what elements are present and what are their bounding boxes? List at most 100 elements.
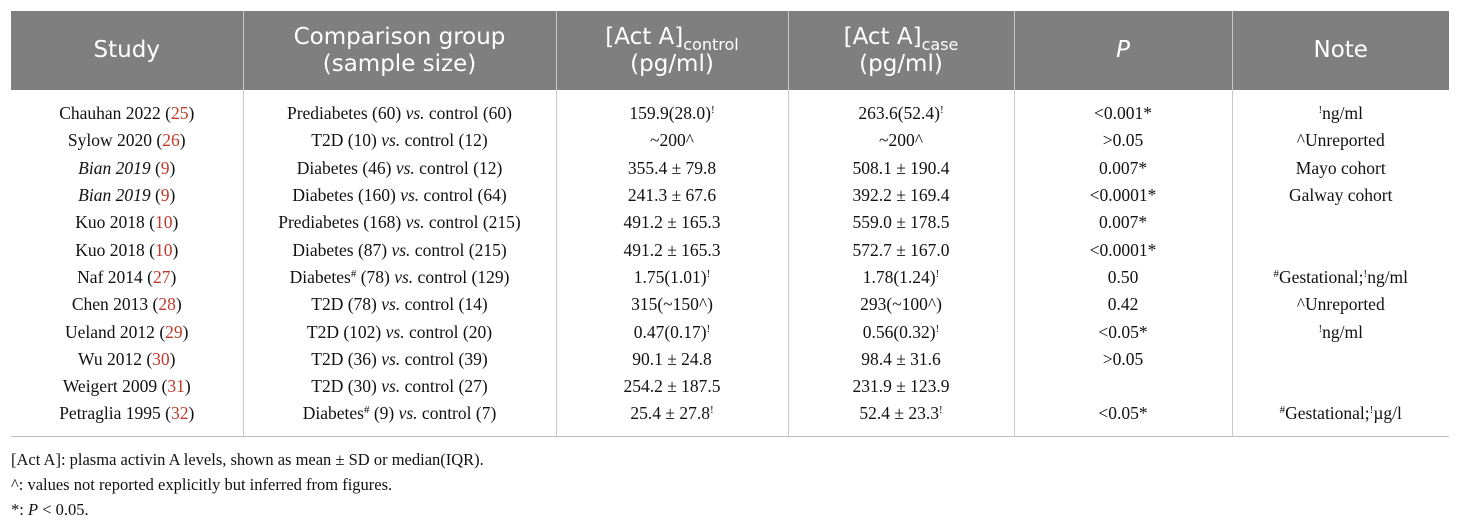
note-mark: #	[1273, 267, 1279, 280]
p-value: 0.42	[1107, 294, 1139, 315]
activin-table: Study Comparison group (sample size) [Ac…	[11, 11, 1449, 437]
cell-p: 0.007*	[1013, 154, 1232, 182]
cell-study: Wu 2012 (30)	[78, 348, 176, 369]
cell-comparison: T2D (10) vs. control (12)	[242, 127, 556, 155]
table-row: Kuo 2018 (10) Prediabetes (168) vs. contr…	[11, 209, 1449, 237]
case-n: (60)	[372, 103, 402, 124]
case-value: 293(~100^)	[860, 294, 942, 315]
p-value: <0.0001*	[1089, 185, 1157, 206]
cell-study: Sylow 2020 (26)	[67, 130, 186, 151]
case-value: 0.56(0.32)	[862, 321, 936, 342]
cell-case: 293(~100^)	[787, 291, 1014, 319]
p-value: >0.05	[1102, 348, 1144, 369]
cell-comparison: Diabetes# (9) vs. control (7)	[242, 400, 556, 437]
cell-note: Mayo cohort	[1231, 154, 1449, 182]
table-row: Bian 2019 (9) Diabetes (46) vs. control (…	[11, 154, 1449, 182]
cell-control: 25.4 ± 27.8!	[555, 400, 788, 437]
footnote-caret: ^: values not reported explicitly but in…	[11, 475, 393, 494]
control-group: control (215)	[428, 212, 521, 233]
control-group: control (215)	[414, 239, 507, 260]
control-value: 241.3 ± 67.6	[627, 185, 717, 206]
reference-link: 31	[167, 376, 185, 397]
cell-p: <0.0001*	[1013, 236, 1232, 264]
cell-study: Weigert 2009 (31)	[62, 376, 191, 397]
cell-note: #Gestational;!µg/l	[1231, 400, 1449, 437]
header-study: Study	[11, 11, 243, 90]
cell-p: <0.05*	[1013, 318, 1232, 346]
note-mark: #	[1279, 404, 1286, 417]
cell-control: 315(~150^)	[555, 291, 788, 319]
cell-control: 355.4 ± 79.8	[555, 154, 788, 182]
study-name: Chauhan 2022	[59, 103, 161, 124]
footnotes: [Act A]: plasma activin A levels, shown …	[11, 447, 1449, 522]
cell-comparison: T2D (30) vs. control (27)	[242, 372, 556, 401]
case-value: 1.78(1.24)	[862, 266, 936, 287]
data-table: Study Comparison group (sample size) [Ac…	[11, 11, 1449, 437]
vs-label: vs.	[405, 103, 425, 124]
cell-case: 392.2 ± 169.4	[787, 181, 1014, 210]
case-n: (78)	[360, 266, 390, 287]
case-value: 98.4 ± 31.6	[861, 348, 941, 369]
cell-study: Bian 2019 (9)	[78, 185, 176, 206]
cell-control: ~200^	[555, 127, 788, 155]
reference-link: 10	[154, 212, 173, 233]
table-body: Chauhan 2022 (25) Prediabetes (60) vs. co…	[11, 90, 1449, 437]
unit-mark: !	[706, 322, 711, 335]
cell-p	[1013, 372, 1232, 401]
control-group: control (39)	[404, 348, 488, 369]
cell-control: 0.47(0.17)!	[555, 318, 788, 346]
vs-label: vs.	[400, 185, 420, 206]
cell-note	[1231, 236, 1449, 264]
note-text: ng/ml	[1367, 266, 1409, 287]
table-row: Bian 2019 (9) Diabetes (160) vs. control …	[11, 181, 1449, 210]
control-value: 1.75(1.01)	[633, 266, 707, 287]
study-name: Ueland 2012	[65, 321, 155, 342]
cell-comparison: T2D (102) vs. control (20)	[242, 318, 556, 346]
control-group: control (14)	[404, 294, 488, 315]
case-value: ~200^	[879, 130, 923, 151]
study-name: Kuo 2018	[75, 212, 145, 233]
case-n: (168)	[363, 212, 402, 233]
cell-p: 0.42	[1013, 291, 1232, 319]
control-value: 25.4 ± 27.8	[630, 403, 710, 424]
case-value: 508.1 ± 190.4	[852, 157, 950, 178]
cell-study: Chen 2013 (28)	[71, 294, 182, 315]
cell-case: 0.56(0.32)!	[787, 318, 1014, 346]
note-mark: !	[1363, 267, 1368, 280]
control-group: control (7)	[421, 403, 497, 424]
cell-study: Kuo 2018 (10)	[75, 212, 179, 233]
table-row: Sylow 2020 (26) T2D (10) vs. control (12)…	[11, 127, 1449, 155]
cell-control: 90.1 ± 24.8	[555, 345, 788, 373]
table-row: Kuo 2018 (10) Diabetes (87) vs. control (…	[11, 236, 1449, 264]
cell-study: Ueland 2012 (29)	[65, 321, 189, 342]
reference-link: 32	[170, 403, 189, 424]
reference-link: 9	[160, 185, 170, 206]
cell-p: 0.50	[1013, 263, 1232, 292]
study-name: Wu 2012	[78, 348, 142, 369]
cell-comparison: Diabetes# (78) vs. control (129)	[242, 263, 556, 292]
note-text: ^Unreported	[1296, 130, 1385, 151]
cell-note	[1231, 209, 1449, 237]
case-group: Diabetes	[292, 185, 354, 206]
cell-case: 508.1 ± 190.4	[787, 154, 1014, 182]
cell-case: 572.7 ± 167.0	[787, 236, 1014, 264]
control-group: control (27)	[404, 376, 488, 397]
case-value: 231.9 ± 123.9	[852, 376, 950, 397]
cell-note: #Gestational;!ng/ml	[1231, 263, 1449, 292]
cell-control: 1.75(1.01)!	[555, 263, 788, 292]
cell-comparison: T2D (36) vs. control (39)	[242, 345, 556, 373]
note-text: Galway cohort	[1288, 185, 1393, 206]
case-value: 392.2 ± 169.4	[852, 185, 950, 206]
study-name: Naf 2014	[77, 266, 143, 287]
case-group: Prediabetes	[286, 103, 368, 124]
cell-control: 241.3 ± 67.6	[555, 181, 788, 210]
group-mark: #	[363, 404, 370, 417]
table-row: Ueland 2012 (29) T2D (102) vs. control (2…	[11, 318, 1449, 346]
vs-label: vs.	[394, 266, 414, 287]
cell-note: !ng/ml	[1231, 318, 1449, 346]
cell-case: ~200^	[787, 127, 1014, 155]
case-n: (78)	[347, 294, 377, 315]
case-n: (160)	[357, 185, 396, 206]
study-name: Sylow 2020	[67, 130, 153, 151]
vs-label: vs.	[405, 212, 425, 233]
